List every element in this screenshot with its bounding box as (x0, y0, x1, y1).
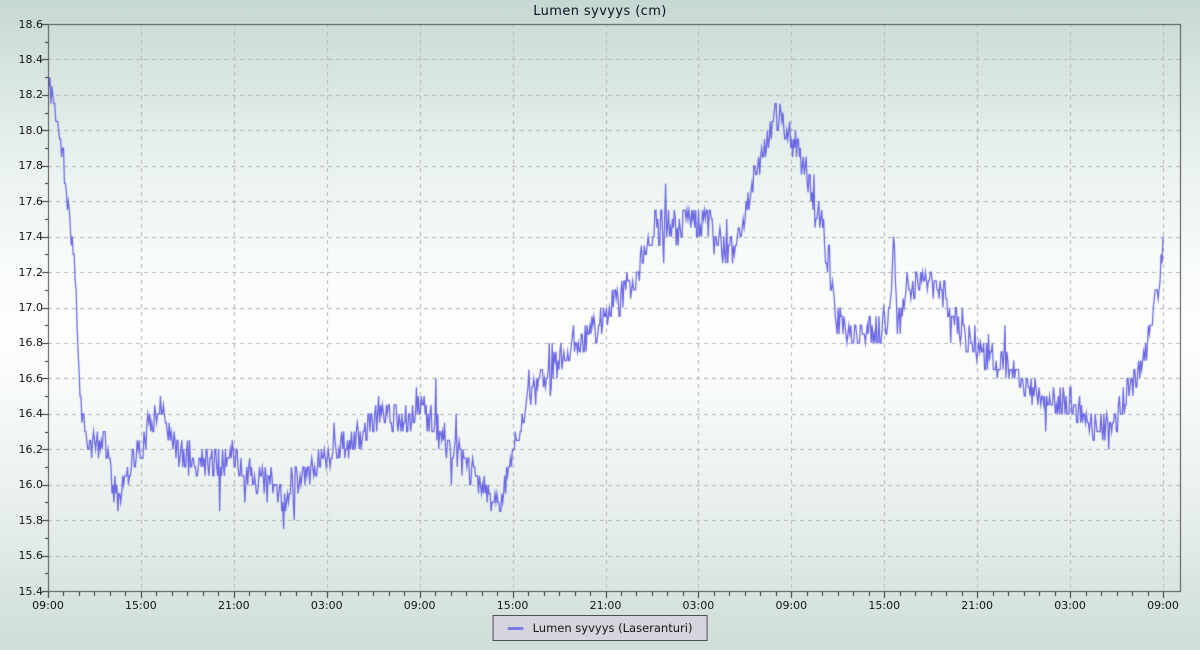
y-tick-label: 16.8 (18, 336, 44, 350)
x-tick-label: 09:00 (775, 599, 808, 612)
y-tick-label: 15.8 (18, 513, 44, 527)
x-tick-label: 09:00 (32, 599, 64, 612)
y-tick-label: 16.2 (18, 442, 44, 456)
x-tick-label: 03:00 (1054, 599, 1086, 612)
y-tick-label: 15.4 (18, 584, 44, 598)
x-tick-label: 21:00 (589, 599, 622, 612)
y-tick-label: 17.2 (18, 265, 44, 279)
x-tick-label: 15:00 (125, 599, 157, 612)
x-tick-label: 15:00 (496, 599, 529, 612)
x-tick-label: 15:00 (868, 599, 901, 612)
y-tick-label: 17.0 (18, 301, 44, 314)
y-tick-label: 16.4 (18, 407, 44, 421)
y-tick-label: 16.6 (18, 371, 44, 385)
y-tick-label: 17.6 (18, 194, 44, 208)
y-tick-label: 18.6 (18, 17, 44, 31)
legend-line-swatch (507, 626, 524, 630)
legend: Lumen syvyys (Laseranturi) (492, 615, 708, 641)
y-tick-label: 15.6 (18, 549, 44, 563)
y-tick-label: 18.2 (18, 88, 44, 102)
x-tick-label: 09:00 (1147, 599, 1179, 612)
y-tick-label: 17.4 (18, 230, 44, 244)
x-tick-label: 03:00 (682, 599, 715, 612)
legend-label: Lumen syvyys (Laseranturi) (532, 621, 693, 635)
x-tick-label: 03:00 (310, 599, 343, 612)
y-tick-label: 16.0 (18, 478, 44, 492)
y-tick-label: 17.8 (18, 159, 44, 173)
y-tick-label: 18.0 (18, 123, 44, 137)
x-tick-label: 21:00 (217, 599, 250, 612)
x-tick-label: 21:00 (961, 599, 993, 612)
x-tick-label: 09:00 (403, 599, 436, 612)
y-tick-label: 18.4 (18, 52, 44, 66)
